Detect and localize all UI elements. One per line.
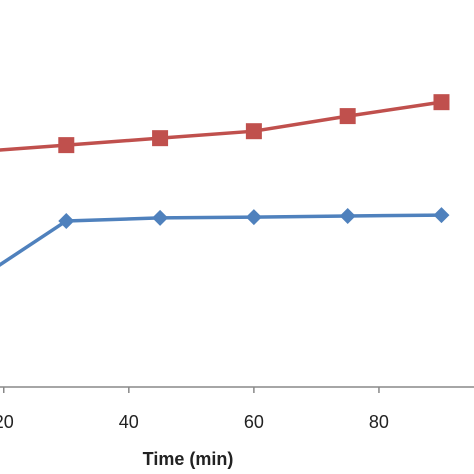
marker — [58, 212, 75, 229]
marker — [339, 108, 356, 125]
marker — [152, 130, 169, 147]
x-axis-title: Time (min) — [143, 449, 234, 469]
marker — [152, 209, 169, 226]
x-tick-label: 60 — [244, 412, 264, 432]
marker — [58, 137, 75, 154]
marker — [245, 123, 262, 140]
marker — [433, 94, 450, 111]
x-tick-label: 80 — [369, 412, 389, 432]
x-tick-label: 20 — [0, 412, 14, 432]
x-tick-label: 40 — [119, 412, 139, 432]
series-line — [0, 213, 442, 267]
series-line — [0, 100, 442, 152]
plot-area — [0, 94, 450, 267]
marker — [433, 207, 450, 224]
marker — [245, 209, 262, 226]
marker — [339, 207, 356, 224]
